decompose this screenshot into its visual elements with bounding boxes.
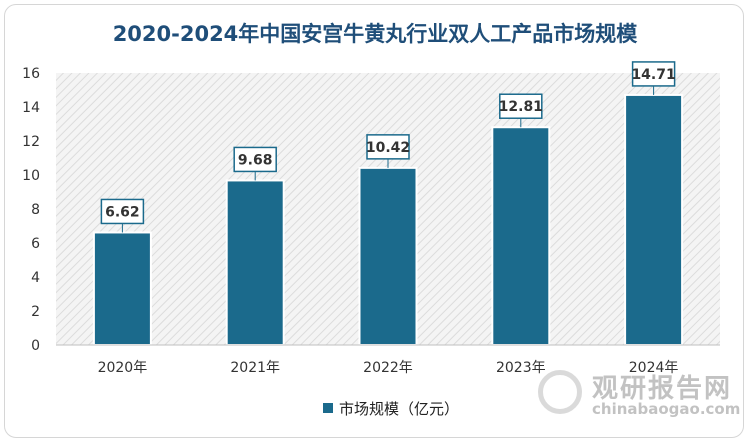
y-tick-label: 0	[31, 338, 40, 354]
y-tick-label: 6	[31, 236, 40, 252]
data-label: 10.42	[366, 140, 410, 156]
x-tick-label: 2021年	[230, 360, 280, 376]
watermark-logo-icon	[538, 370, 582, 414]
legend-swatch	[323, 403, 333, 413]
watermark-brand: 观研报告网	[592, 374, 733, 404]
y-tick-label: 8	[31, 202, 40, 218]
data-label: 9.68	[238, 152, 273, 168]
bar	[225, 179, 285, 346]
x-tick-label: 2024年	[629, 360, 679, 376]
y-axis: 0 2 4 6 8 10 12 14 16	[22, 66, 40, 354]
data-label-box	[366, 134, 410, 160]
data-label: 14.71	[631, 67, 675, 83]
x-tick-label: 2023年	[496, 360, 546, 376]
chart-title: 2020-2024年中国安宫牛黄丸行业双人工产品市场规模	[112, 22, 638, 46]
watermark: 观研报告网 chinabaogao.com	[538, 366, 741, 426]
x-tick-label: 2020年	[98, 360, 148, 376]
data-label-box	[233, 146, 277, 173]
y-tick-label: 14	[22, 100, 40, 116]
y-tick-label: 16	[22, 66, 40, 82]
y-tick-label: 12	[22, 134, 40, 150]
bar	[92, 231, 152, 347]
watermark-url: chinabaogao.com	[592, 400, 741, 418]
legend: 市场规模（亿元）	[323, 393, 523, 423]
x-axis: 2020年 2021年 2022年 2023年 2024年	[56, 344, 720, 376]
bar	[624, 93, 684, 347]
data-label: 12.81	[499, 99, 543, 115]
bar	[358, 166, 418, 346]
y-tick-label: 2	[31, 304, 40, 320]
data-label: 6.62	[105, 204, 140, 220]
data-label-box	[100, 198, 145, 225]
legend-label: 市场规模（亿元）	[339, 399, 460, 418]
bar	[491, 126, 551, 347]
y-tick-label: 4	[31, 270, 40, 286]
y-tick-label: 10	[22, 168, 40, 184]
x-tick-label: 2022年	[363, 360, 413, 376]
